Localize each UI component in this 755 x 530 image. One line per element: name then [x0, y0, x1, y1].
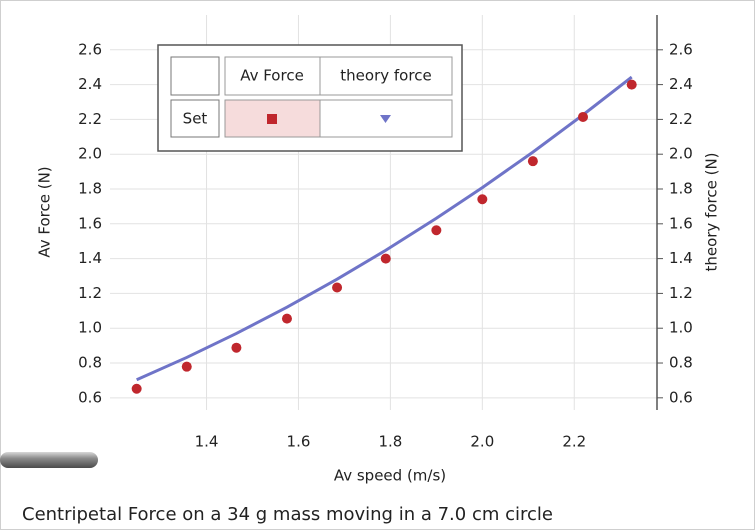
y2-tick-label: 0.6: [669, 388, 693, 406]
x-tick-label: 2.0: [470, 433, 494, 451]
y-tick-label: 1.4: [78, 249, 102, 267]
legend-marker: [380, 115, 391, 123]
legend-label: theory force: [340, 67, 431, 85]
legend-marker: [267, 114, 277, 124]
point: [131, 383, 142, 394]
line: [136, 75, 633, 382]
y-tick-label: 2.4: [78, 75, 102, 93]
y2-tick-label: 1.2: [669, 284, 693, 302]
point: [380, 253, 391, 264]
point: [281, 313, 292, 324]
x-tick-label: 1.8: [378, 433, 402, 451]
point: [577, 111, 588, 122]
legend-cell: [170, 56, 220, 96]
point: [332, 282, 343, 293]
x-tick-label: 1.4: [195, 433, 219, 451]
point: [527, 156, 538, 167]
y2-tick-label: 1.8: [669, 180, 693, 198]
point: [477, 194, 488, 205]
y2-axis-label: theory force (N): [703, 152, 721, 271]
y2-tick-label: 1.0: [669, 319, 693, 337]
legend: Av Force theory force Set: [157, 44, 463, 152]
point: [231, 342, 242, 353]
legend-cell: [319, 56, 453, 96]
y2-tick-label: 1.6: [669, 214, 693, 232]
y2-tick-label: 1.4: [669, 249, 693, 267]
y-tick-label: 2.6: [78, 40, 102, 58]
y2-tick-label: 2.2: [669, 110, 693, 128]
y-tick-label: 0.6: [78, 388, 102, 406]
x-tick-label: 2.2: [562, 433, 586, 451]
y2-tick-label: 2.6: [669, 40, 693, 58]
y-tick-label: 0.8: [78, 354, 102, 372]
y2-tick-label: 0.8: [669, 354, 693, 372]
y-tick-label: 1.0: [78, 319, 102, 337]
y2-tick-label: 2.4: [669, 75, 693, 93]
x-tick-label: 1.6: [287, 433, 311, 451]
y-tick-label: 2.0: [78, 145, 102, 163]
y-axis-label: Av Force (N): [36, 166, 54, 257]
chart-title: Centripetal Force on a 34 g mass moving …: [22, 504, 553, 525]
legend-label: Av Force: [240, 67, 304, 85]
y-tick-label: 1.8: [78, 180, 102, 198]
y-tick-label: 2.2: [78, 110, 102, 128]
y-tick-label: 1.2: [78, 284, 102, 302]
point: [431, 225, 442, 236]
point: [181, 361, 192, 372]
y2-tick-label: 2.0: [669, 145, 693, 163]
legend-cell: [170, 99, 220, 138]
rod-graphic: [0, 452, 98, 468]
y-tick-label: 1.6: [78, 214, 102, 232]
x-axis-label: Av speed (m/s): [334, 467, 446, 485]
legend-row-label: Set: [183, 110, 208, 128]
point: [626, 79, 637, 90]
